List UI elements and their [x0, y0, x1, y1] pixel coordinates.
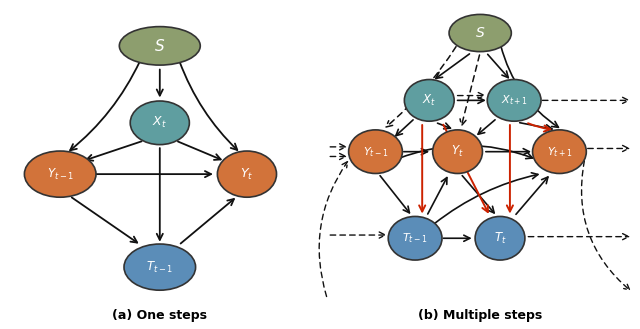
Text: $T_t$: $T_t$: [493, 231, 506, 246]
Text: $S$: $S$: [475, 26, 485, 40]
Text: $X_{t+1}$: $X_{t+1}$: [500, 93, 527, 107]
Text: (b) Multiple steps: (b) Multiple steps: [418, 309, 542, 322]
Ellipse shape: [218, 151, 276, 197]
Ellipse shape: [487, 80, 541, 121]
Ellipse shape: [475, 216, 525, 260]
Text: $Y_t$: $Y_t$: [240, 166, 253, 182]
Ellipse shape: [124, 244, 196, 290]
Text: $Y_{t-1}$: $Y_{t-1}$: [47, 166, 74, 182]
Ellipse shape: [119, 27, 200, 65]
Text: $X_t$: $X_t$: [422, 93, 436, 108]
Text: $Y_t$: $Y_t$: [451, 144, 464, 159]
Ellipse shape: [404, 80, 454, 121]
Ellipse shape: [433, 130, 483, 173]
Ellipse shape: [349, 130, 403, 173]
Ellipse shape: [532, 130, 586, 173]
Text: (a) One steps: (a) One steps: [112, 309, 207, 322]
Text: $T_{t-1}$: $T_{t-1}$: [147, 260, 173, 275]
Ellipse shape: [24, 151, 96, 197]
Text: $Y_{t+1}$: $Y_{t+1}$: [547, 145, 572, 159]
Text: $X_t$: $X_t$: [152, 115, 167, 130]
Ellipse shape: [388, 216, 442, 260]
Text: $Y_{t-1}$: $Y_{t-1}$: [363, 145, 388, 159]
Ellipse shape: [449, 14, 511, 52]
Text: $S$: $S$: [154, 38, 165, 54]
Text: $T_{t-1}$: $T_{t-1}$: [403, 231, 428, 245]
Ellipse shape: [130, 101, 189, 145]
